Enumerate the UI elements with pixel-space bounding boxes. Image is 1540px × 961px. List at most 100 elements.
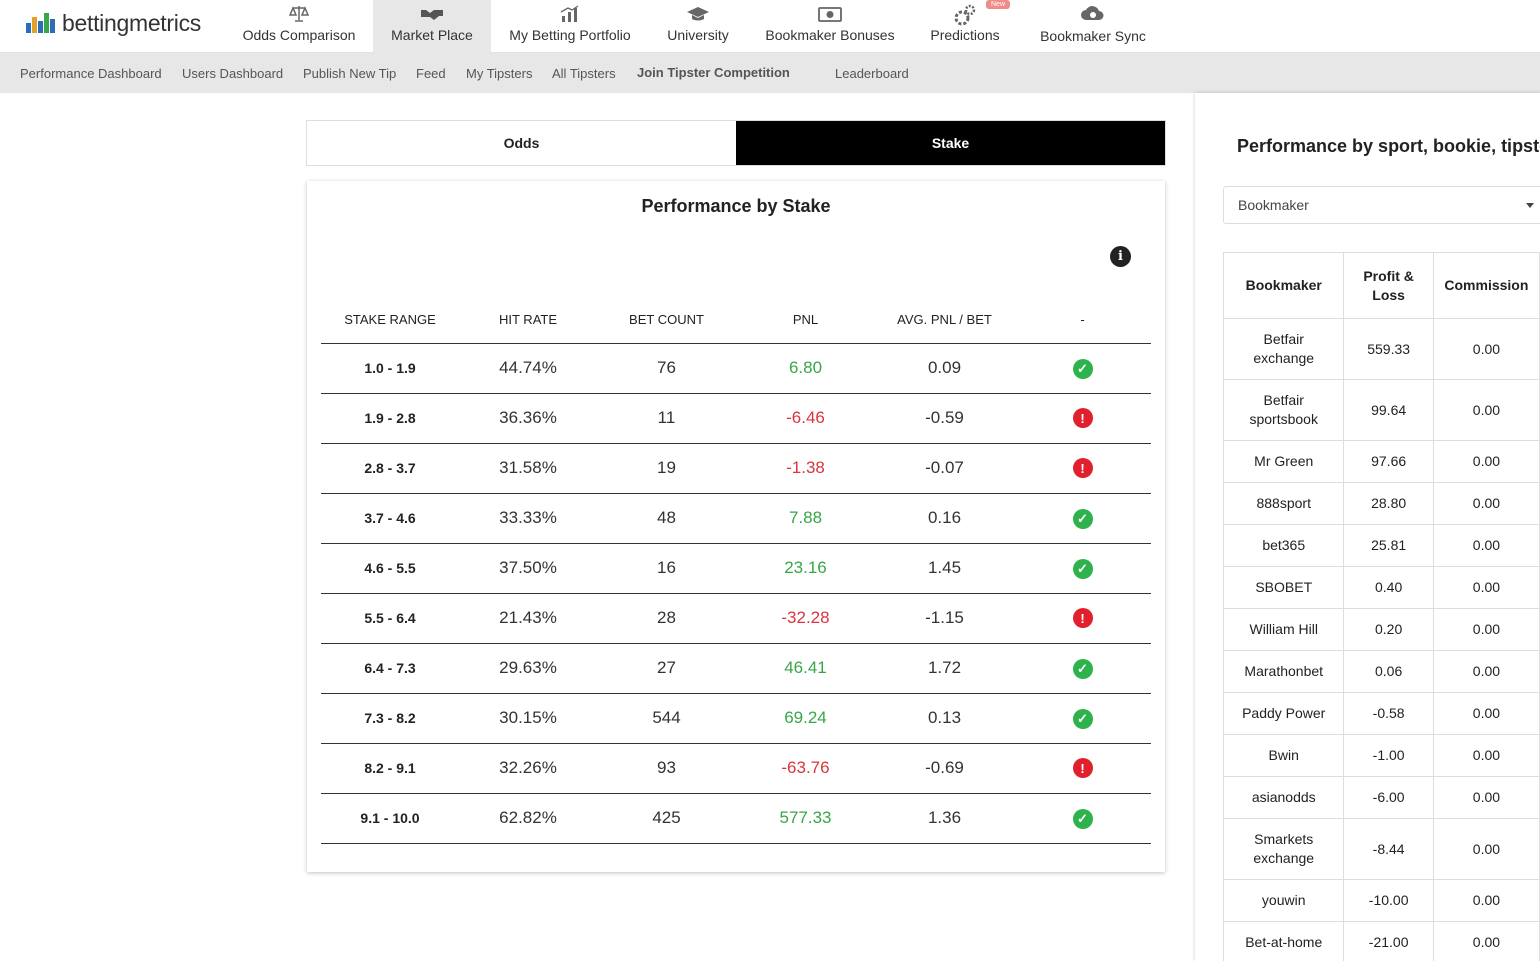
- table-row: 1.9 - 2.8 36.36% 11 -6.46 -0.59!: [321, 393, 1151, 444]
- cell-profit-loss: 97.66: [1343, 440, 1434, 483]
- subnav-all-tipsters[interactable]: All Tipsters: [552, 66, 616, 81]
- nav-label: My Betting Portfolio: [509, 27, 631, 43]
- header-bet-count: BET COUNT: [597, 296, 736, 344]
- cell-bet-count: 425: [597, 793, 736, 844]
- cell-profit-loss: -8.44: [1343, 818, 1434, 880]
- nav-university[interactable]: University: [658, 0, 738, 53]
- check-circle-icon: ✓: [1072, 658, 1093, 679]
- cell-hit-rate: 21.43%: [459, 593, 597, 644]
- cell-bet-count: 11: [597, 393, 736, 444]
- alert-circle-icon: !: [1072, 758, 1093, 779]
- cell-bet-count: 19: [597, 443, 736, 494]
- brand-logo[interactable]: bettingmetrics: [26, 8, 201, 38]
- nav-label: University: [667, 27, 729, 43]
- table-row: William Hill 0.20 0.00: [1222, 608, 1540, 651]
- nav-bookmaker-bonuses[interactable]: Bookmaker Bonuses: [756, 0, 904, 53]
- cell-avg-pnl: 0.13: [875, 693, 1014, 744]
- cell-hit-rate: 29.63%: [459, 643, 597, 694]
- performance-by-sport-panel: Performance by sport, bookie, tipster Bo…: [1195, 93, 1540, 961]
- cell-avg-pnl: -1.15: [875, 593, 1014, 644]
- cell-pnl: -32.28: [736, 593, 875, 644]
- cell-pnl: 46.41: [736, 643, 875, 694]
- cell-hit-rate: 37.50%: [459, 543, 597, 594]
- stake-table: STAKE RANGE HIT RATE BET COUNT PNL AVG. …: [321, 296, 1151, 844]
- cell-bet-count: 76: [597, 343, 736, 394]
- subnav-performance-dashboard[interactable]: Performance Dashboard: [20, 66, 162, 81]
- cell-profit-loss: 99.64: [1343, 379, 1434, 441]
- check-circle-icon: ✓: [1072, 558, 1093, 579]
- cell-stake-range: 4.6 - 5.5: [321, 543, 459, 594]
- subnav-users-dashboard[interactable]: Users Dashboard: [182, 66, 284, 81]
- cell-pnl: -6.46: [736, 393, 875, 444]
- cell-stake-range: 6.4 - 7.3: [321, 643, 459, 694]
- graduation-cap-icon: [687, 7, 709, 21]
- cell-status: ✓: [1014, 343, 1151, 394]
- subnav-join-tipster-competition[interactable]: Join Tipster Competition: [637, 65, 790, 80]
- scale-icon: [288, 6, 310, 22]
- brand-name: bettingmetrics: [62, 9, 201, 36]
- cell-bookmaker: youwin: [1222, 879, 1345, 922]
- info-icon[interactable]: i: [1110, 246, 1131, 267]
- nav-odds-comparison[interactable]: Odds Comparison: [226, 0, 372, 53]
- tab-stake[interactable]: Stake: [736, 121, 1165, 165]
- cell-avg-pnl: -0.69: [875, 743, 1014, 794]
- alert-circle-icon: !: [1072, 408, 1093, 429]
- cell-bookmaker: Mr Green: [1222, 440, 1345, 483]
- cell-commission: 0.00: [1432, 318, 1540, 380]
- cell-pnl: 69.24: [736, 693, 875, 744]
- nav-label: Bookmaker Sync: [1040, 28, 1146, 44]
- cell-bookmaker: Bwin: [1222, 734, 1345, 777]
- cell-profit-loss: 25.81: [1343, 524, 1434, 567]
- header-status: -: [1014, 296, 1151, 344]
- nav-market-place[interactable]: Market Place: [373, 0, 491, 53]
- nav-my-betting-portfolio[interactable]: My Betting Portfolio: [500, 0, 640, 53]
- cell-bookmaker: Betfair exchange: [1222, 318, 1345, 380]
- cell-hit-rate: 62.82%: [459, 793, 597, 844]
- cell-profit-loss: 0.06: [1343, 650, 1434, 693]
- table-row: Mr Green 97.66 0.00: [1222, 440, 1540, 483]
- cell-commission: 0.00: [1432, 734, 1540, 777]
- cell-status: ✓: [1014, 793, 1151, 844]
- cell-bet-count: 28: [597, 593, 736, 644]
- cell-avg-pnl: 1.36: [875, 793, 1014, 844]
- cell-avg-pnl: 1.45: [875, 543, 1014, 594]
- cell-bookmaker: Bet-at-home: [1222, 921, 1345, 961]
- tab-odds[interactable]: Odds: [503, 135, 540, 151]
- cell-commission: 0.00: [1432, 921, 1540, 961]
- cell-profit-loss: -0.58: [1343, 692, 1434, 735]
- subnav-feed[interactable]: Feed: [416, 66, 446, 81]
- cell-status: !: [1014, 743, 1151, 794]
- nav-predictions[interactable]: New Predictions: [920, 0, 1011, 53]
- header-profit-loss: Profit & Loss: [1343, 252, 1434, 319]
- header-bookmaker: Bookmaker: [1222, 252, 1345, 319]
- subnav-publish-new-tip[interactable]: Publish New Tip: [303, 66, 397, 81]
- group-by-select[interactable]: Bookmaker: [1223, 186, 1540, 224]
- subnav-leaderboard[interactable]: Leaderboard: [835, 66, 909, 81]
- bookmaker-table: Bookmaker Profit & Loss Commission Betfa…: [1222, 252, 1540, 961]
- table-row: 4.6 - 5.5 37.50% 16 23.16 1.45 ✓: [321, 543, 1151, 594]
- cell-profit-loss: -6.00: [1343, 776, 1434, 819]
- cell-commission: 0.00: [1432, 818, 1540, 880]
- table-row: Paddy Power -0.58 0.00: [1222, 692, 1540, 735]
- cell-pnl: -1.38: [736, 443, 875, 494]
- cell-status: !: [1014, 593, 1151, 644]
- nav-bookmaker-sync[interactable]: Bookmaker Sync: [1030, 0, 1156, 53]
- cell-stake-range: 1.0 - 1.9: [321, 343, 459, 394]
- table-row: 888sport 28.80 0.00: [1222, 482, 1540, 525]
- cell-stake-range: 8.2 - 9.1: [321, 743, 459, 794]
- logo-chart-icon: [26, 11, 56, 35]
- panel-title: Performance by sport, bookie, tipster: [1237, 136, 1540, 156]
- table-row: asianodds -6.00 0.00: [1222, 776, 1540, 819]
- cell-profit-loss: -1.00: [1343, 734, 1434, 777]
- cell-avg-pnl: -0.59: [875, 393, 1014, 444]
- cell-profit-loss: -10.00: [1343, 879, 1434, 922]
- header-pnl: PNL: [736, 296, 875, 344]
- cell-profit-loss: 559.33: [1343, 318, 1434, 380]
- cell-hit-rate: 30.15%: [459, 693, 597, 744]
- banknote-icon: [818, 7, 842, 22]
- header-commission: Commission: [1432, 252, 1540, 319]
- cell-stake-range: 3.7 - 4.6: [321, 493, 459, 544]
- cell-stake-range: 5.5 - 6.4: [321, 593, 459, 644]
- new-badge: New: [986, 0, 1011, 9]
- subnav-my-tipsters[interactable]: My Tipsters: [466, 66, 533, 81]
